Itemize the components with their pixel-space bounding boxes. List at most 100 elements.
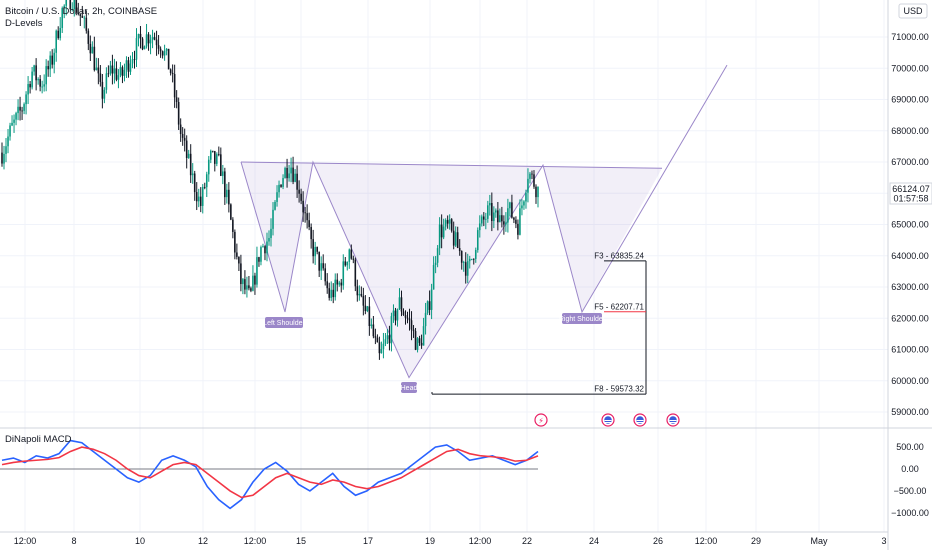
lightning-event-icon[interactable]: ⚡ xyxy=(534,413,548,427)
candle-body xyxy=(438,224,441,249)
candle-body xyxy=(244,279,246,290)
candle-body xyxy=(485,218,487,220)
head-shoulders-pattern[interactable] xyxy=(240,64,728,379)
candle-body xyxy=(390,316,393,344)
candle-body xyxy=(382,343,385,350)
candle-body xyxy=(533,174,535,187)
candle-body xyxy=(513,217,515,220)
candle-body xyxy=(495,210,497,213)
candle-body xyxy=(91,46,94,54)
head-label[interactable]: Head xyxy=(401,382,418,393)
candle-body xyxy=(392,310,395,317)
symbol-title[interactable]: Bitcoin / U.S. Dollar, 2h, COINBASE xyxy=(5,6,157,17)
candle-body xyxy=(103,89,106,99)
candle-body xyxy=(352,258,355,260)
candle-body xyxy=(149,39,152,44)
us-flag-event-icon[interactable] xyxy=(666,413,680,427)
candle-body xyxy=(232,219,234,232)
candle-body xyxy=(270,228,272,239)
candle-body xyxy=(376,337,379,343)
candle-body xyxy=(197,196,200,202)
candle-body xyxy=(145,34,148,47)
head-shoulders-fill xyxy=(241,162,662,378)
candle-body xyxy=(83,17,86,19)
level-label: F5 - 62207.71 xyxy=(594,302,644,311)
candle-body xyxy=(370,324,373,327)
macd-title[interactable]: DiNapoli MACD xyxy=(5,434,72,445)
candle-body xyxy=(191,173,194,176)
x-tick-label: 12:00 xyxy=(14,536,37,546)
candle-body xyxy=(109,65,112,74)
candle-body xyxy=(503,221,505,225)
candle-body xyxy=(111,65,114,74)
candle-body xyxy=(55,30,58,53)
currency-button[interactable]: USD xyxy=(898,3,928,19)
candle-body xyxy=(115,68,118,80)
candle-body xyxy=(426,301,429,313)
candle-body xyxy=(3,153,5,164)
candle-body xyxy=(362,295,365,306)
left-shoulder-label[interactable]: Left Shoulder xyxy=(263,317,305,328)
signal-line xyxy=(1,446,539,499)
candle-body xyxy=(7,136,9,147)
candle-body xyxy=(135,38,138,60)
candle-body xyxy=(402,311,405,316)
candle-body xyxy=(452,230,455,246)
candle-body xyxy=(386,335,389,340)
candle-body xyxy=(220,154,222,176)
candle-body xyxy=(478,223,481,231)
svg-text:⚡: ⚡ xyxy=(538,417,544,426)
macd-axis[interactable]: 500.00 0.00 −500.00 −1000.00 xyxy=(891,442,929,518)
candle-body xyxy=(320,263,322,271)
candle-body xyxy=(294,173,296,182)
candle-body xyxy=(338,282,341,285)
candle-body xyxy=(406,317,409,319)
candle-body xyxy=(354,259,357,287)
candle-body xyxy=(398,297,401,310)
x-tick-label: 15 xyxy=(296,536,306,546)
candle-body xyxy=(113,68,116,74)
candle-body xyxy=(9,125,11,137)
candle-body xyxy=(73,0,76,9)
candle-body xyxy=(127,60,130,72)
x-tick-label: 3 xyxy=(881,536,886,546)
macd-tick-label: −500.00 xyxy=(894,486,927,496)
candle-body xyxy=(21,110,23,112)
candle-body xyxy=(290,167,292,174)
candle-body xyxy=(201,187,204,206)
candle-body xyxy=(262,246,264,248)
time-axis[interactable]: 12:00 8 10 12 12:00 15 17 19 12:00 22 24 26 12:00 29 M… xyxy=(14,536,887,546)
candle-body xyxy=(252,275,254,291)
candle-body xyxy=(65,0,68,6)
x-tick-label: 12:00 xyxy=(469,536,492,546)
candle-body xyxy=(169,69,172,73)
right-shoulder-label[interactable]: Right Shoulder xyxy=(559,313,606,324)
candle-body xyxy=(189,153,192,176)
indicator-name[interactable]: D-Levels xyxy=(5,18,43,29)
macd-tick-label: −1000.00 xyxy=(891,508,929,518)
candle-body xyxy=(414,331,417,350)
candle-body xyxy=(491,203,493,221)
candle-body xyxy=(179,124,182,134)
candle-body xyxy=(400,297,403,312)
candle-body xyxy=(523,201,525,206)
us-flag-event-icon[interactable] xyxy=(633,413,647,427)
candle-body xyxy=(45,66,47,85)
macd-tick-label: 0.00 xyxy=(901,464,919,474)
candle-body xyxy=(380,349,383,354)
dinapoli-levels[interactable]: F3 - 63835.24 F5 - 62207.71 F8 - 59573.32 xyxy=(431,251,647,395)
candle-body xyxy=(5,146,7,154)
candle-body xyxy=(228,189,230,205)
us-flag-event-icon[interactable] xyxy=(601,413,615,427)
candle-body xyxy=(527,178,529,193)
candles xyxy=(1,0,539,360)
candle-body xyxy=(125,60,128,70)
candle-body xyxy=(15,113,17,120)
candle-body xyxy=(448,219,451,224)
price-axis[interactable]: 59000.00 60000.00 61000.00 62000.00 63000.00… xyxy=(891,32,929,417)
candle-body xyxy=(29,84,31,88)
candle-body xyxy=(234,231,236,253)
candle-body xyxy=(248,285,250,289)
svg-text:01:57:58: 01:57:58 xyxy=(893,194,928,204)
